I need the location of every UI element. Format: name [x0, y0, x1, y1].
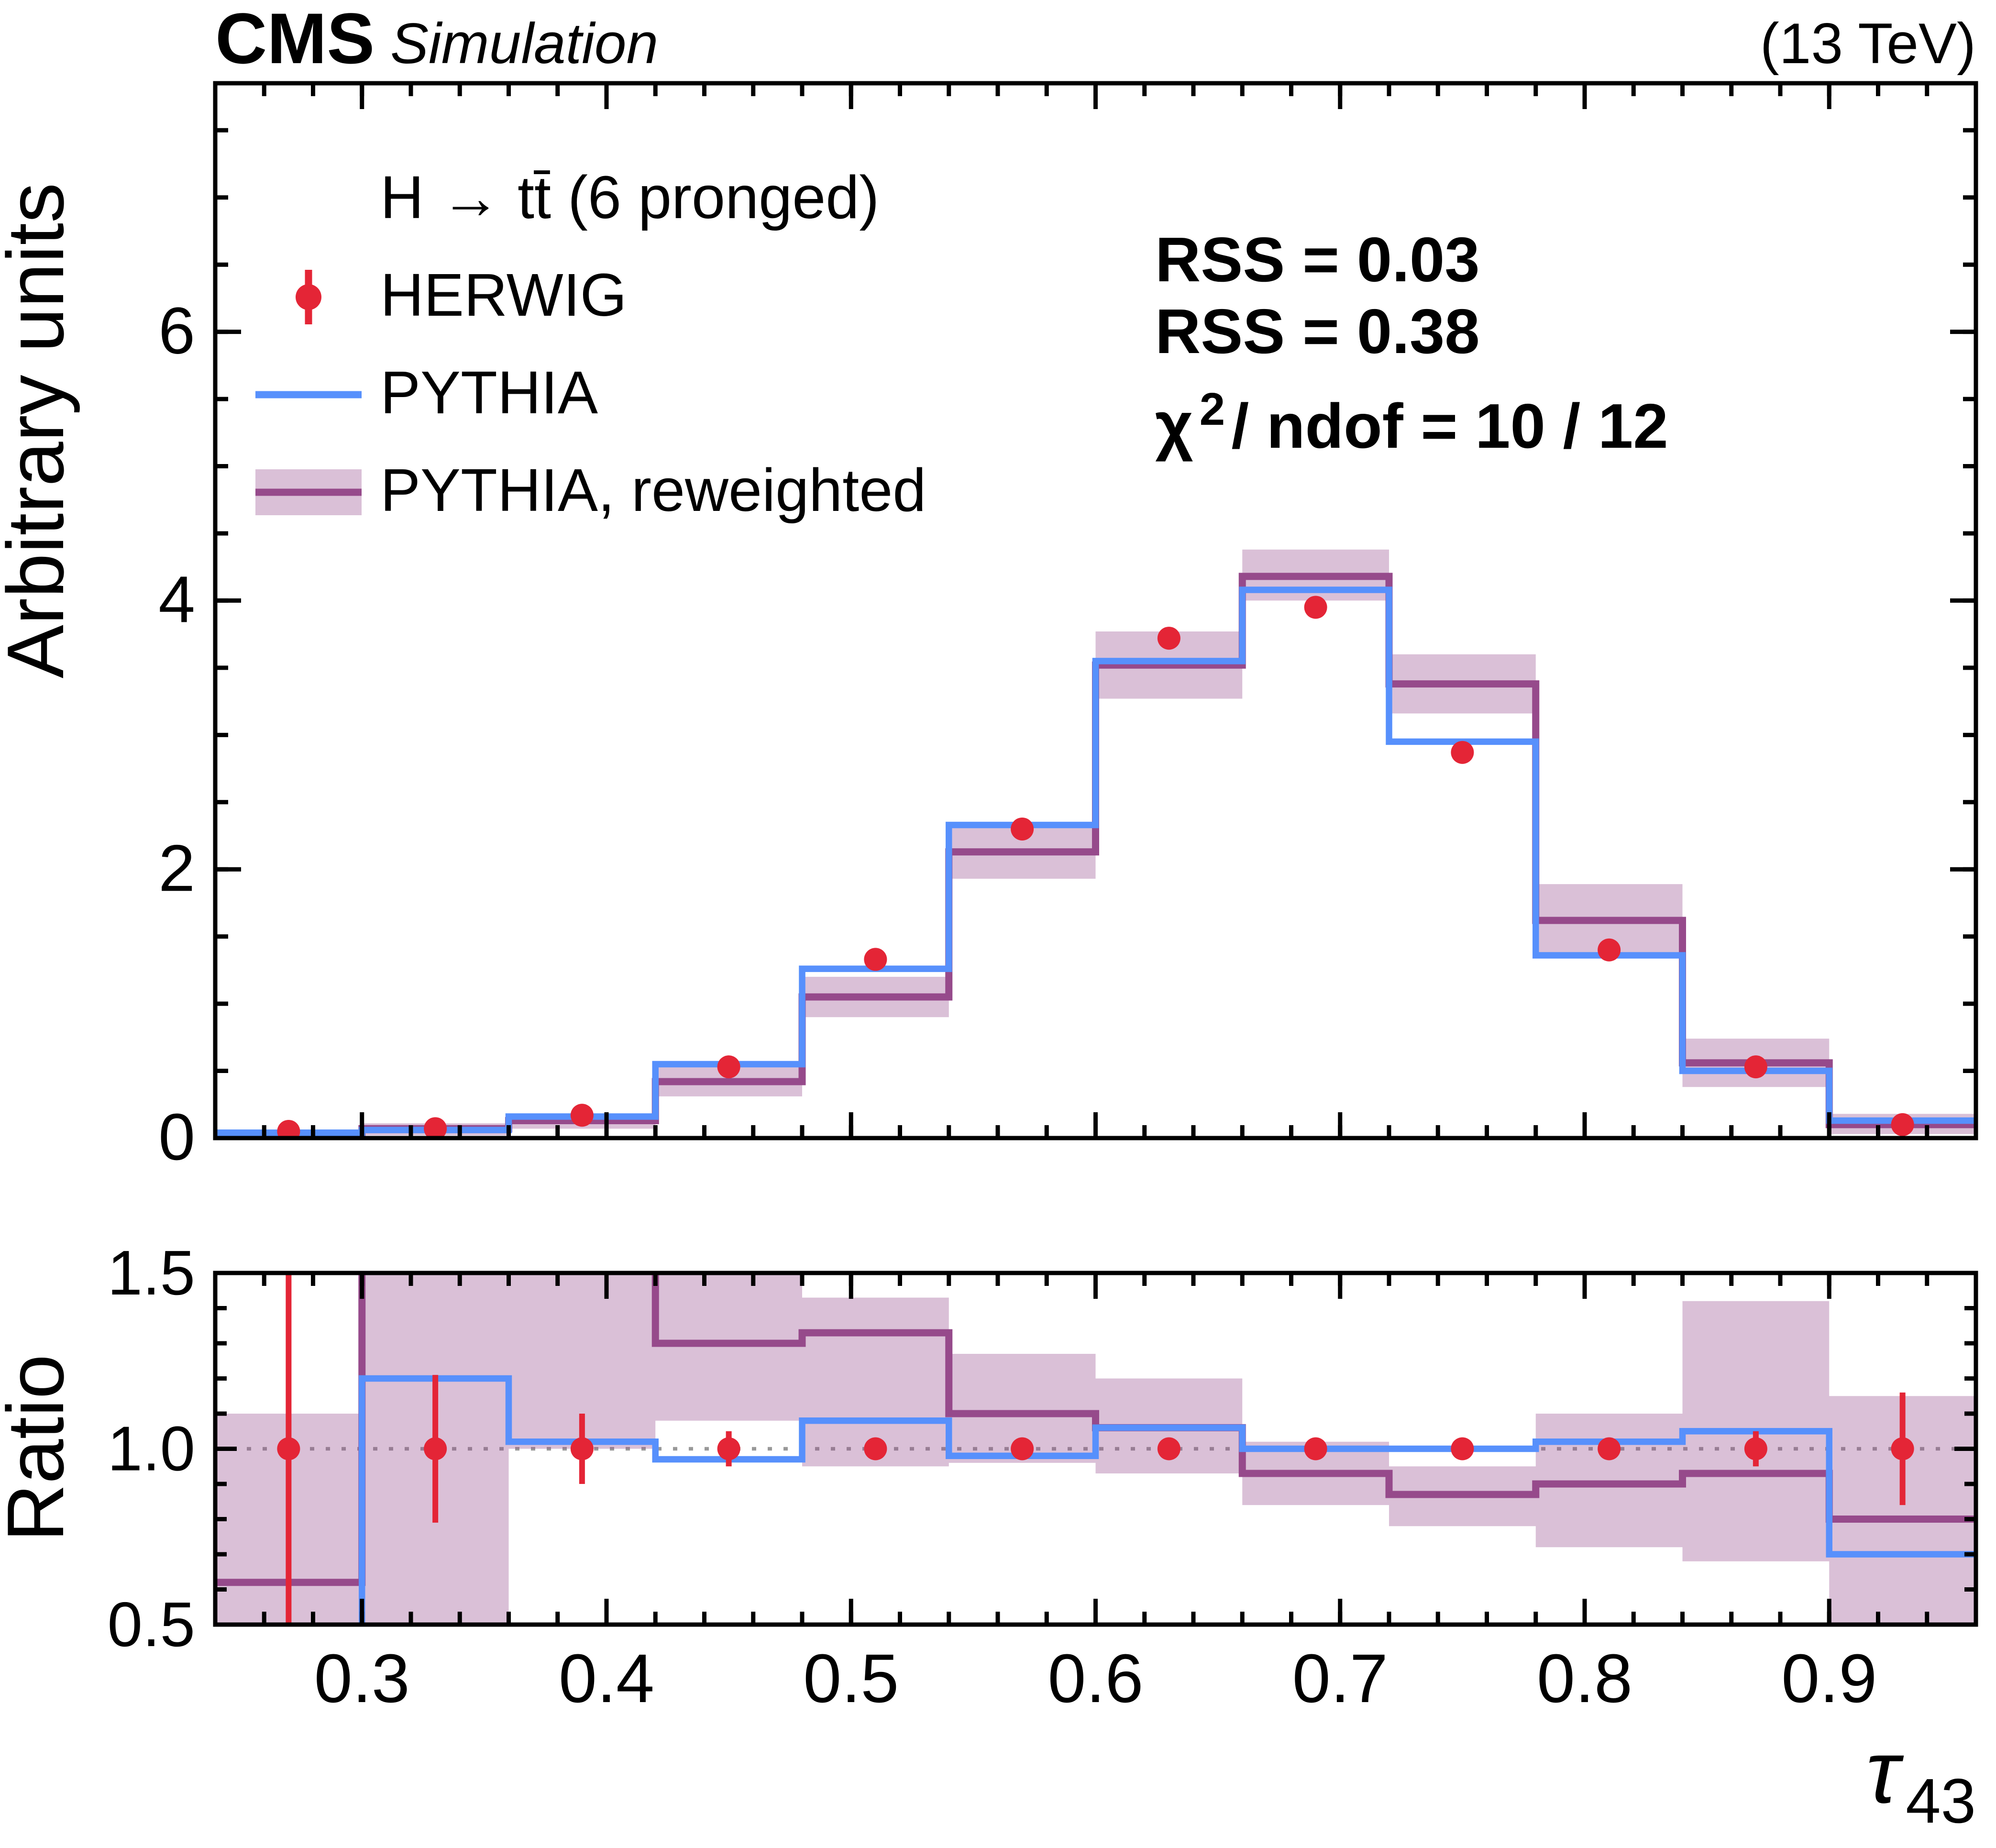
ratio-y-tick-label: 1.0: [108, 1413, 195, 1483]
rss-reweighted-annotation: RSS = 0.38: [1155, 296, 1480, 366]
ratio-herwig-point: [1598, 1437, 1621, 1461]
axes-layer: 0 2 4 6 0.5 1.0 1.5 0.3 0.4 0.5 0.6 0.7 0.8 0.9: [108, 81, 1978, 1717]
main-y-tick-label: 4: [158, 563, 195, 636]
herwig-point: [1011, 817, 1034, 841]
ratio-y-tick-label: 1.5: [108, 1238, 195, 1308]
herwig-point: [1304, 596, 1327, 619]
herwig-point: [864, 948, 887, 971]
ratio-herwig-point: [1451, 1437, 1474, 1461]
main-y-tick-label: 6: [158, 294, 195, 368]
herwig-point: [717, 1055, 740, 1079]
ratio-pythia-line: [359, 1375, 1976, 1625]
ratio-y-tick-label: 0.5: [108, 1589, 195, 1660]
legend: H → tt̄ (6 pronged) HERWIG PYTHIA PYTHIA…: [255, 164, 926, 524]
ratio-herwig-point: [1157, 1437, 1180, 1461]
herwig-point: [424, 1117, 447, 1138]
x-tick-label: 0.6: [1048, 1640, 1143, 1717]
ratio-herwig-point: [1304, 1437, 1327, 1461]
legend-herwig-label: HERWIG: [380, 261, 627, 329]
main-panel-frame: [213, 81, 1978, 1140]
simulation-label: Simulation: [390, 11, 658, 76]
pythia-histogram: [215, 586, 1976, 1136]
x-tick-label: 0.3: [314, 1640, 410, 1717]
x-axis-title: τ 43: [1866, 1723, 1976, 1836]
main-y-axis-title: Arbitrary units: [0, 183, 80, 678]
legend-process-label: H → tt̄ (6 pronged): [380, 164, 879, 231]
herwig-point: [1891, 1113, 1914, 1136]
herwig-point: [1451, 741, 1474, 764]
ratio-herwig-point: [277, 1437, 300, 1461]
main-y-tick-label: 2: [158, 831, 195, 905]
ratio-herwig-point: [570, 1437, 594, 1461]
ratio-herwig-point: [1891, 1437, 1914, 1461]
x-tick-label: 0.9: [1781, 1640, 1877, 1717]
ratio-herwig-point: [864, 1437, 887, 1461]
legend-reweighted-label: PYTHIA, reweighted: [380, 456, 926, 524]
legend-pythia-label: PYTHIA: [380, 359, 598, 426]
x-tick-label: 0.7: [1292, 1640, 1388, 1717]
ratio-herwig-point: [717, 1437, 740, 1461]
ratio-herwig-point: [424, 1437, 447, 1461]
herwig-point: [570, 1104, 594, 1127]
ratio-panel-series: [215, 1273, 1976, 1625]
main-y-tick-label: 0: [158, 1100, 195, 1174]
x-tick-label: 0.8: [1537, 1640, 1632, 1717]
main-panel-series: [215, 549, 1976, 1138]
chi2-ndof-text: / ndof = 10 / 12: [1232, 391, 1668, 461]
ratio-herwig-point: [1744, 1437, 1767, 1461]
herwig-point: [277, 1119, 300, 1138]
herwig-legend-marker-icon: [296, 284, 321, 310]
chi-symbol: χ: [1155, 388, 1193, 462]
rss-pythia-annotation: RSS = 0.03: [1155, 224, 1480, 295]
tau-subscript: 43: [1906, 1766, 1976, 1836]
ratio-panel-frame: [213, 1271, 1978, 1627]
tau-symbol: τ: [1866, 1723, 1904, 1822]
chi-exponent: 2: [1200, 384, 1225, 435]
ratio-herwig-point: [1011, 1437, 1034, 1461]
herwig-point: [1744, 1055, 1767, 1079]
energy-label: (13 TeV): [1760, 11, 1976, 76]
herwig-point: [1598, 938, 1621, 962]
x-tick-label: 0.5: [803, 1640, 899, 1717]
herwig-point: [1157, 627, 1180, 650]
ratio-y-axis-title: Ratio: [0, 1354, 80, 1542]
cms-label: CMS: [215, 0, 375, 78]
x-tick-label: 0.4: [559, 1640, 654, 1717]
chi2-annotation: χ 2 / ndof = 10 / 12: [1155, 384, 1668, 462]
